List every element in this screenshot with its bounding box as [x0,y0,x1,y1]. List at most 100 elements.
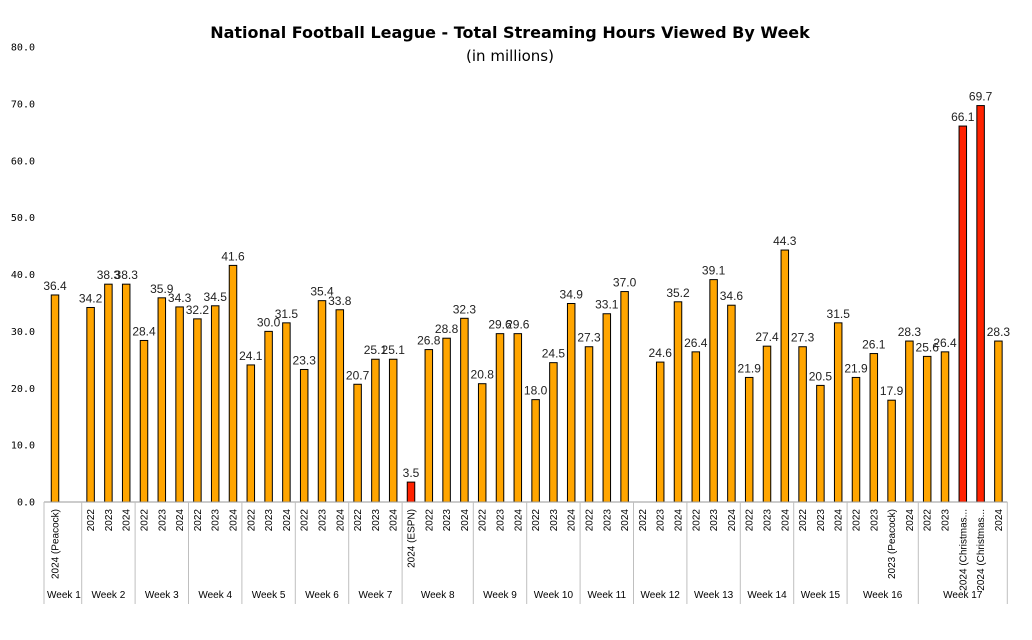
bar [282,322,291,503]
x-axis: 2024 (Peacock) 2022 2023 2024 2022 2023 2024 20… [43,501,1008,604]
group-label: Week 14 [747,590,787,601]
data-label: 27.3 [791,331,815,345]
data-label: 24.5 [542,347,566,361]
data-label: 35.4 [310,285,334,299]
data-label: 20.7 [346,368,370,382]
x-tick-label: 2023 [656,509,667,532]
data-label: 35.9 [150,282,174,296]
data-label: 26.4 [933,336,957,350]
bar [976,105,985,503]
data-label: 34.6 [720,289,744,303]
bar [86,306,95,503]
bar [673,301,683,503]
bar [193,318,202,503]
bar [655,361,665,503]
x-tick-label: 2023 [211,509,222,532]
x-tick-label: 2024 [905,509,916,532]
data-label: 66.1 [951,110,975,124]
bar [869,353,879,503]
bar [584,346,594,503]
x-tick-label: 2022 [86,509,97,532]
x-tick-label: 2023 (Peacock) [887,509,898,579]
x-tick-label: 2024 [335,509,346,532]
data-label: 29.6 [506,318,530,332]
bar [495,333,505,503]
x-tick-label: 2024 [389,509,400,532]
x-tick-label: 2024 [727,509,738,532]
data-label: 25.1 [382,343,406,357]
bar [104,283,113,503]
x-tick-label: 2024 [122,509,133,532]
data-label: 17.9 [880,384,904,398]
data-label: 26.8 [417,334,441,348]
data-label: 37.0 [613,276,637,290]
x-tick-label: 2024 [620,509,631,532]
x-tick-label: 2024 [994,509,1005,532]
bar [620,291,629,503]
data-label: 35.2 [666,286,690,300]
x-tick-label: 2023 [869,509,880,532]
x-tick-label: 2022 [585,509,596,532]
group-label: Week 4 [198,590,232,601]
x-tick-label: 2022 [140,509,151,532]
data-label: 41.6 [221,249,245,263]
x-tick-label: 2024 [229,509,240,532]
y-tick-label: 30.0 [11,327,35,338]
group-label: Week 5 [252,590,286,601]
bar [371,358,380,503]
group-label: Week 16 [863,590,903,601]
bar [210,305,220,503]
x-tick-label: 2022 [531,509,542,532]
x-tick-label: 2022 [300,509,311,532]
y-tick-label: 20.0 [11,384,35,395]
bar [228,264,238,503]
data-label: 18.0 [524,384,548,398]
data-label: 21.9 [738,361,762,375]
y-tick-label: 40.0 [11,270,35,281]
data-label: 39.1 [702,264,726,278]
data-label: 69.7 [969,90,993,104]
group-label: Week 15 [801,590,841,601]
data-label: 30.0 [257,315,281,329]
data-label: 21.9 [844,361,868,375]
x-tick-label: 2023 [104,509,115,532]
group-label: Week 9 [483,590,517,601]
data-label: 44.3 [773,234,797,248]
data-label: 28.3 [898,325,922,339]
data-label: 28.4 [132,324,156,338]
group-label: Week 8 [421,590,455,601]
data-label: 20.5 [809,369,833,383]
bar [513,333,523,503]
y-tick-label: 10.0 [11,441,35,452]
bar [940,351,950,503]
bar [531,399,540,503]
y-tick-label: 70.0 [11,99,35,110]
data-label: 25.1 [364,343,388,357]
x-tick-label: 2023 [264,509,275,532]
data-label: 34.2 [79,291,103,305]
bar [477,383,487,503]
y-axis: 0.0 10.0 20.0 30.0 40.0 50.0 60.0 70.0 80.0 [11,43,35,509]
bars: 36.4 34.2 38.338.3 28.4 35.934.332.234.5 41.6… [43,90,1010,503]
bar [780,249,790,503]
data-label: 38.3 [115,268,139,282]
bar [442,337,451,503]
chart-title: National Football League - Total Streami… [210,23,810,42]
x-tick-label: 2024 (ESPN) [407,509,418,568]
x-tick-label: 2024 [674,509,685,532]
x-tick-label: 2022 [691,509,702,532]
group-label: Week 17 [943,590,983,601]
bar [353,383,362,503]
x-tick-label: 2023 [442,509,453,532]
x-tick-label: 2022 [638,509,649,532]
bar [121,283,131,503]
data-label: 31.5 [827,307,851,321]
bar [460,317,469,503]
bar [264,330,273,503]
group-label: Week 13 [694,590,734,601]
data-label: 28.8 [435,322,459,336]
x-tick-label: 2022 [798,509,809,532]
bar [905,340,914,503]
x-tick-label: 2022 [246,509,257,532]
